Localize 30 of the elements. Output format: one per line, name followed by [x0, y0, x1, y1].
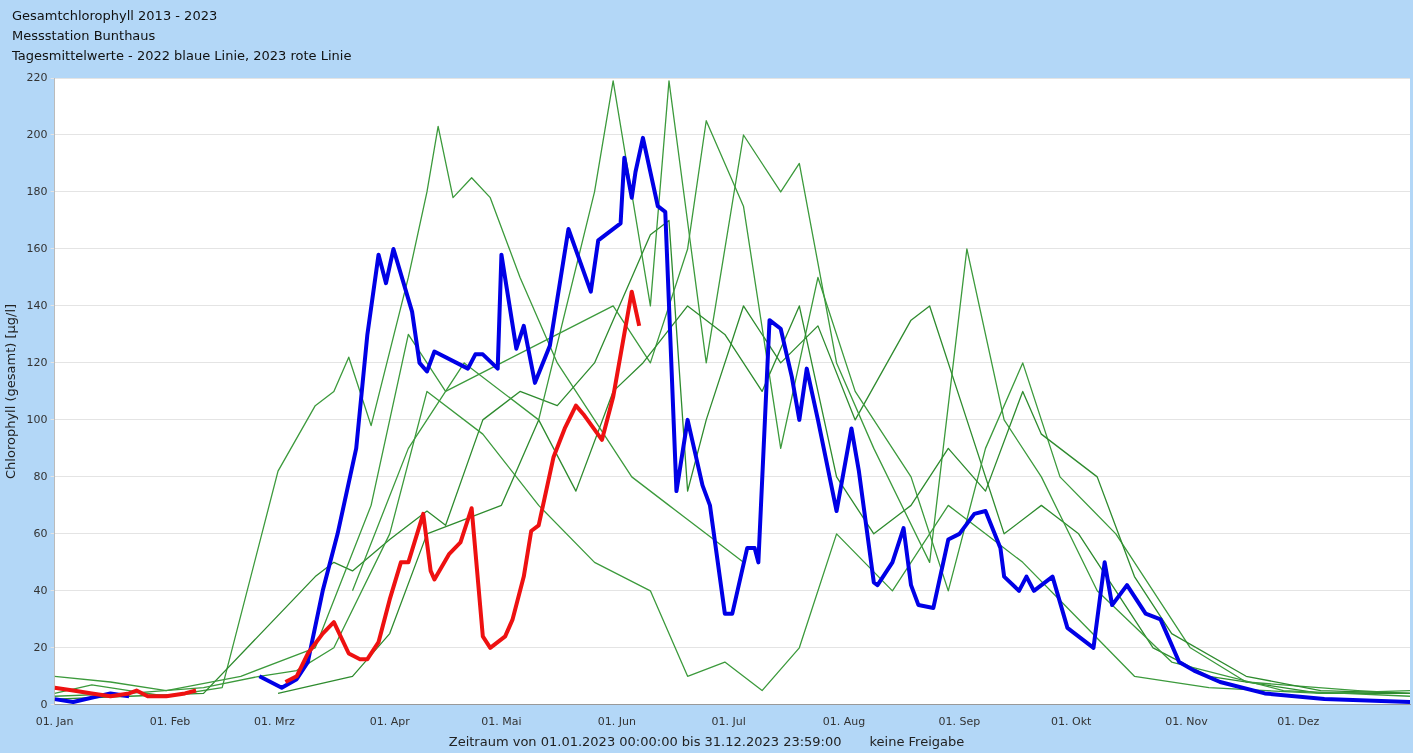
x-tick-label: 01. Jan [35, 715, 74, 729]
x-tick-label: 01. Jul [711, 715, 746, 729]
x-tick-label: 01. Jun [597, 715, 636, 729]
x-axis-title: Zeitraum von 01.01.2023 00:00:00 bis 31.12.2023 23:59:00 [448, 734, 842, 749]
x-tick-label: 01. Mai [481, 715, 522, 729]
x-tick-label: 01. Okt [1050, 715, 1092, 729]
text: Tagesmittelwerte - 2022 blaue Linie, 2023 rote Linie [12, 47, 353, 65]
x-tick-label: 01. Apr [369, 715, 411, 729]
x-tick-label: 01. Dez [1277, 715, 1320, 729]
y-tick-label: 60 [33, 526, 48, 540]
y-tick-label: 200 [26, 127, 48, 141]
x-tick-label: 01. Feb [149, 715, 191, 729]
y-tick-label: 0 [40, 697, 48, 711]
y-tick-label: 100 [26, 412, 48, 426]
x-tick-label: 01. Aug [822, 715, 866, 729]
x-tick-label: 01. Nov [1165, 715, 1209, 729]
chart-subtitle: Messstation Bunthaus [12, 27, 157, 45]
y-tick-label: 220 [26, 70, 48, 84]
y-tick-label: 40 [33, 583, 48, 597]
y-tick-label: 120 [26, 355, 48, 369]
y-tick-label: 140 [26, 298, 48, 312]
y-axis-title: Chlorophyll (gesamt) [µg/l] [3, 303, 19, 479]
y-tick-label: 80 [33, 469, 48, 483]
chart-title: Gesamtchlorophyll 2013 - 2023 [12, 7, 219, 25]
y-tick-label: 20 [33, 640, 48, 654]
x-tick-label: 01. Mrz [253, 715, 295, 729]
y-tick-label: 160 [26, 241, 48, 255]
x-tick-label: 01. Sep [938, 715, 981, 729]
y-tick-label: 180 [26, 184, 48, 198]
text: keine Freigabe [869, 734, 965, 749]
